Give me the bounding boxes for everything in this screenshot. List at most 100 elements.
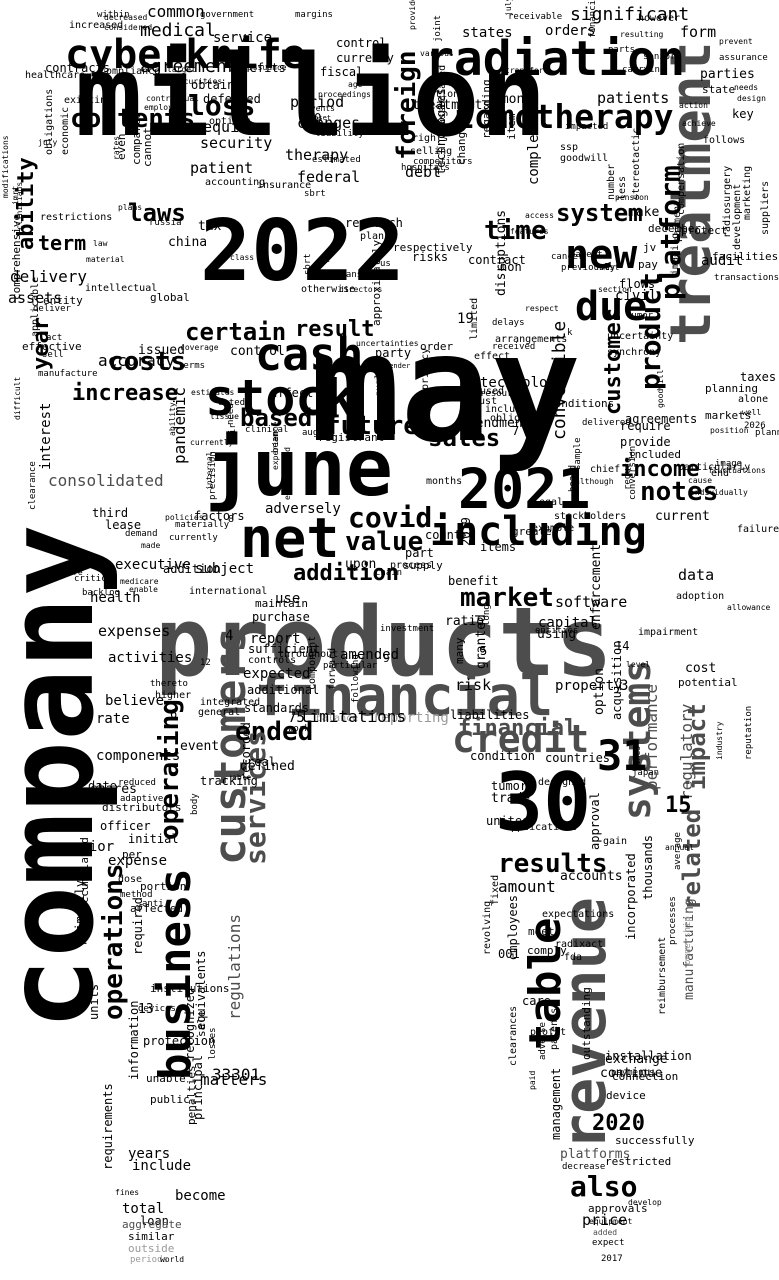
word-62: common bbox=[147, 2, 205, 21]
word-369: level bbox=[626, 660, 650, 669]
word-243: plan bbox=[360, 231, 384, 242]
word-477: although bbox=[575, 477, 614, 486]
word-409: july bbox=[38, 138, 57, 147]
word-90: outside bbox=[128, 1242, 174, 1255]
word-275: benefit bbox=[448, 574, 499, 588]
word-504: 33301 bbox=[212, 1065, 260, 1084]
word-420: global bbox=[150, 291, 190, 304]
word-175: deferred bbox=[203, 92, 261, 106]
word-78: report bbox=[250, 631, 301, 647]
word-294: controls bbox=[248, 655, 296, 666]
word-94: therapy bbox=[285, 146, 348, 164]
word-46: operations bbox=[99, 863, 129, 1020]
word-9: treatment bbox=[659, 42, 724, 345]
word-100: security bbox=[200, 134, 272, 152]
word-298: general bbox=[198, 707, 240, 718]
word-13: stock bbox=[205, 369, 356, 427]
word-501: 14 bbox=[615, 639, 629, 653]
word-301: integrated bbox=[200, 697, 260, 708]
word-170: fiscal bbox=[320, 65, 363, 79]
word-162: third bbox=[92, 506, 128, 520]
word-171: currency bbox=[336, 51, 394, 65]
word-283: ratio bbox=[445, 614, 484, 629]
word-277: process bbox=[390, 560, 432, 571]
word-502: 15 bbox=[665, 793, 692, 818]
word-48: related bbox=[678, 809, 706, 910]
word-313: officer bbox=[100, 819, 151, 833]
word-329: protection bbox=[143, 1034, 215, 1048]
word-36: value bbox=[345, 527, 423, 557]
word-40: time bbox=[484, 216, 547, 246]
word-22: systems bbox=[615, 660, 659, 820]
word-75: interest bbox=[38, 403, 54, 470]
word-261: resources bbox=[480, 389, 529, 399]
word-72: convertible bbox=[549, 321, 570, 440]
word-119: date bbox=[88, 779, 117, 793]
word-374: item bbox=[505, 113, 518, 140]
word-82: price bbox=[582, 1211, 627, 1229]
word-312: adaptive bbox=[120, 794, 163, 804]
word-348: restricted bbox=[605, 1155, 671, 1168]
word-166: affect bbox=[270, 386, 313, 400]
word-42: future bbox=[325, 411, 419, 441]
word-487: world bbox=[160, 1255, 184, 1264]
word-427: enable bbox=[129, 585, 158, 594]
word-57: result bbox=[295, 317, 374, 342]
word-123: information bbox=[127, 1001, 141, 1080]
word-185: existing bbox=[64, 95, 112, 106]
word-356: payments bbox=[611, 1068, 654, 1078]
word-61: medical bbox=[140, 20, 216, 41]
word-352: equipment bbox=[589, 1217, 633, 1226]
word-272: country bbox=[425, 528, 476, 542]
word-339: fda bbox=[564, 952, 582, 963]
word-334: revolving bbox=[482, 901, 493, 955]
word-160: executive bbox=[115, 557, 191, 573]
word-476: sample bbox=[573, 437, 583, 470]
word-401: applicable bbox=[30, 277, 41, 337]
word-136: employees bbox=[506, 895, 520, 960]
word-32: costs bbox=[108, 347, 186, 377]
word-219: individually bbox=[690, 488, 748, 497]
word-367: adoption bbox=[676, 591, 724, 602]
word-132: installation bbox=[605, 1049, 692, 1063]
word-366: reputation bbox=[744, 706, 754, 760]
word-442: dated bbox=[218, 398, 245, 408]
word-183: contracts bbox=[45, 61, 110, 75]
word-490: become bbox=[175, 1188, 226, 1204]
word-150: cost bbox=[685, 661, 716, 676]
word-244: research bbox=[345, 216, 403, 230]
word-73: delivery bbox=[10, 267, 87, 286]
word-380: selling bbox=[410, 146, 452, 157]
word-353: expect bbox=[592, 1238, 625, 1248]
word-151: option bbox=[592, 668, 607, 715]
word-424: effective bbox=[22, 340, 82, 353]
word-189: government bbox=[200, 10, 254, 20]
word-203: follows bbox=[703, 135, 745, 146]
word-208: less bbox=[617, 176, 628, 200]
word-362: processes bbox=[668, 896, 678, 945]
word-507: 1 bbox=[325, 255, 330, 264]
word-202: achieve bbox=[682, 119, 716, 128]
word-357: gain bbox=[603, 836, 627, 847]
word-47: based bbox=[240, 404, 312, 432]
word-314: initial bbox=[128, 832, 179, 846]
word-96: period bbox=[290, 93, 344, 111]
word-372: goodwill bbox=[560, 153, 608, 164]
word-315: per bbox=[122, 848, 142, 861]
word-343: paid bbox=[528, 1071, 537, 1090]
word-416: provided bbox=[408, 0, 417, 30]
word-330: applications bbox=[505, 822, 577, 833]
word-404: sell bbox=[42, 350, 64, 360]
word-173: benefits bbox=[228, 61, 286, 75]
word-322: accumulated bbox=[78, 837, 91, 910]
word-143: agreements bbox=[625, 412, 697, 426]
word-14: net bbox=[240, 506, 339, 570]
word-393: contractual bbox=[146, 94, 199, 103]
word-327: losses bbox=[208, 1027, 218, 1060]
word-145: provide bbox=[620, 435, 671, 449]
word-124: requirements bbox=[101, 1083, 115, 1170]
word-228: pay bbox=[638, 258, 658, 271]
word-379: rights bbox=[412, 133, 448, 144]
word-381: hospitals bbox=[401, 163, 450, 173]
word-282: enforcement bbox=[589, 544, 604, 630]
